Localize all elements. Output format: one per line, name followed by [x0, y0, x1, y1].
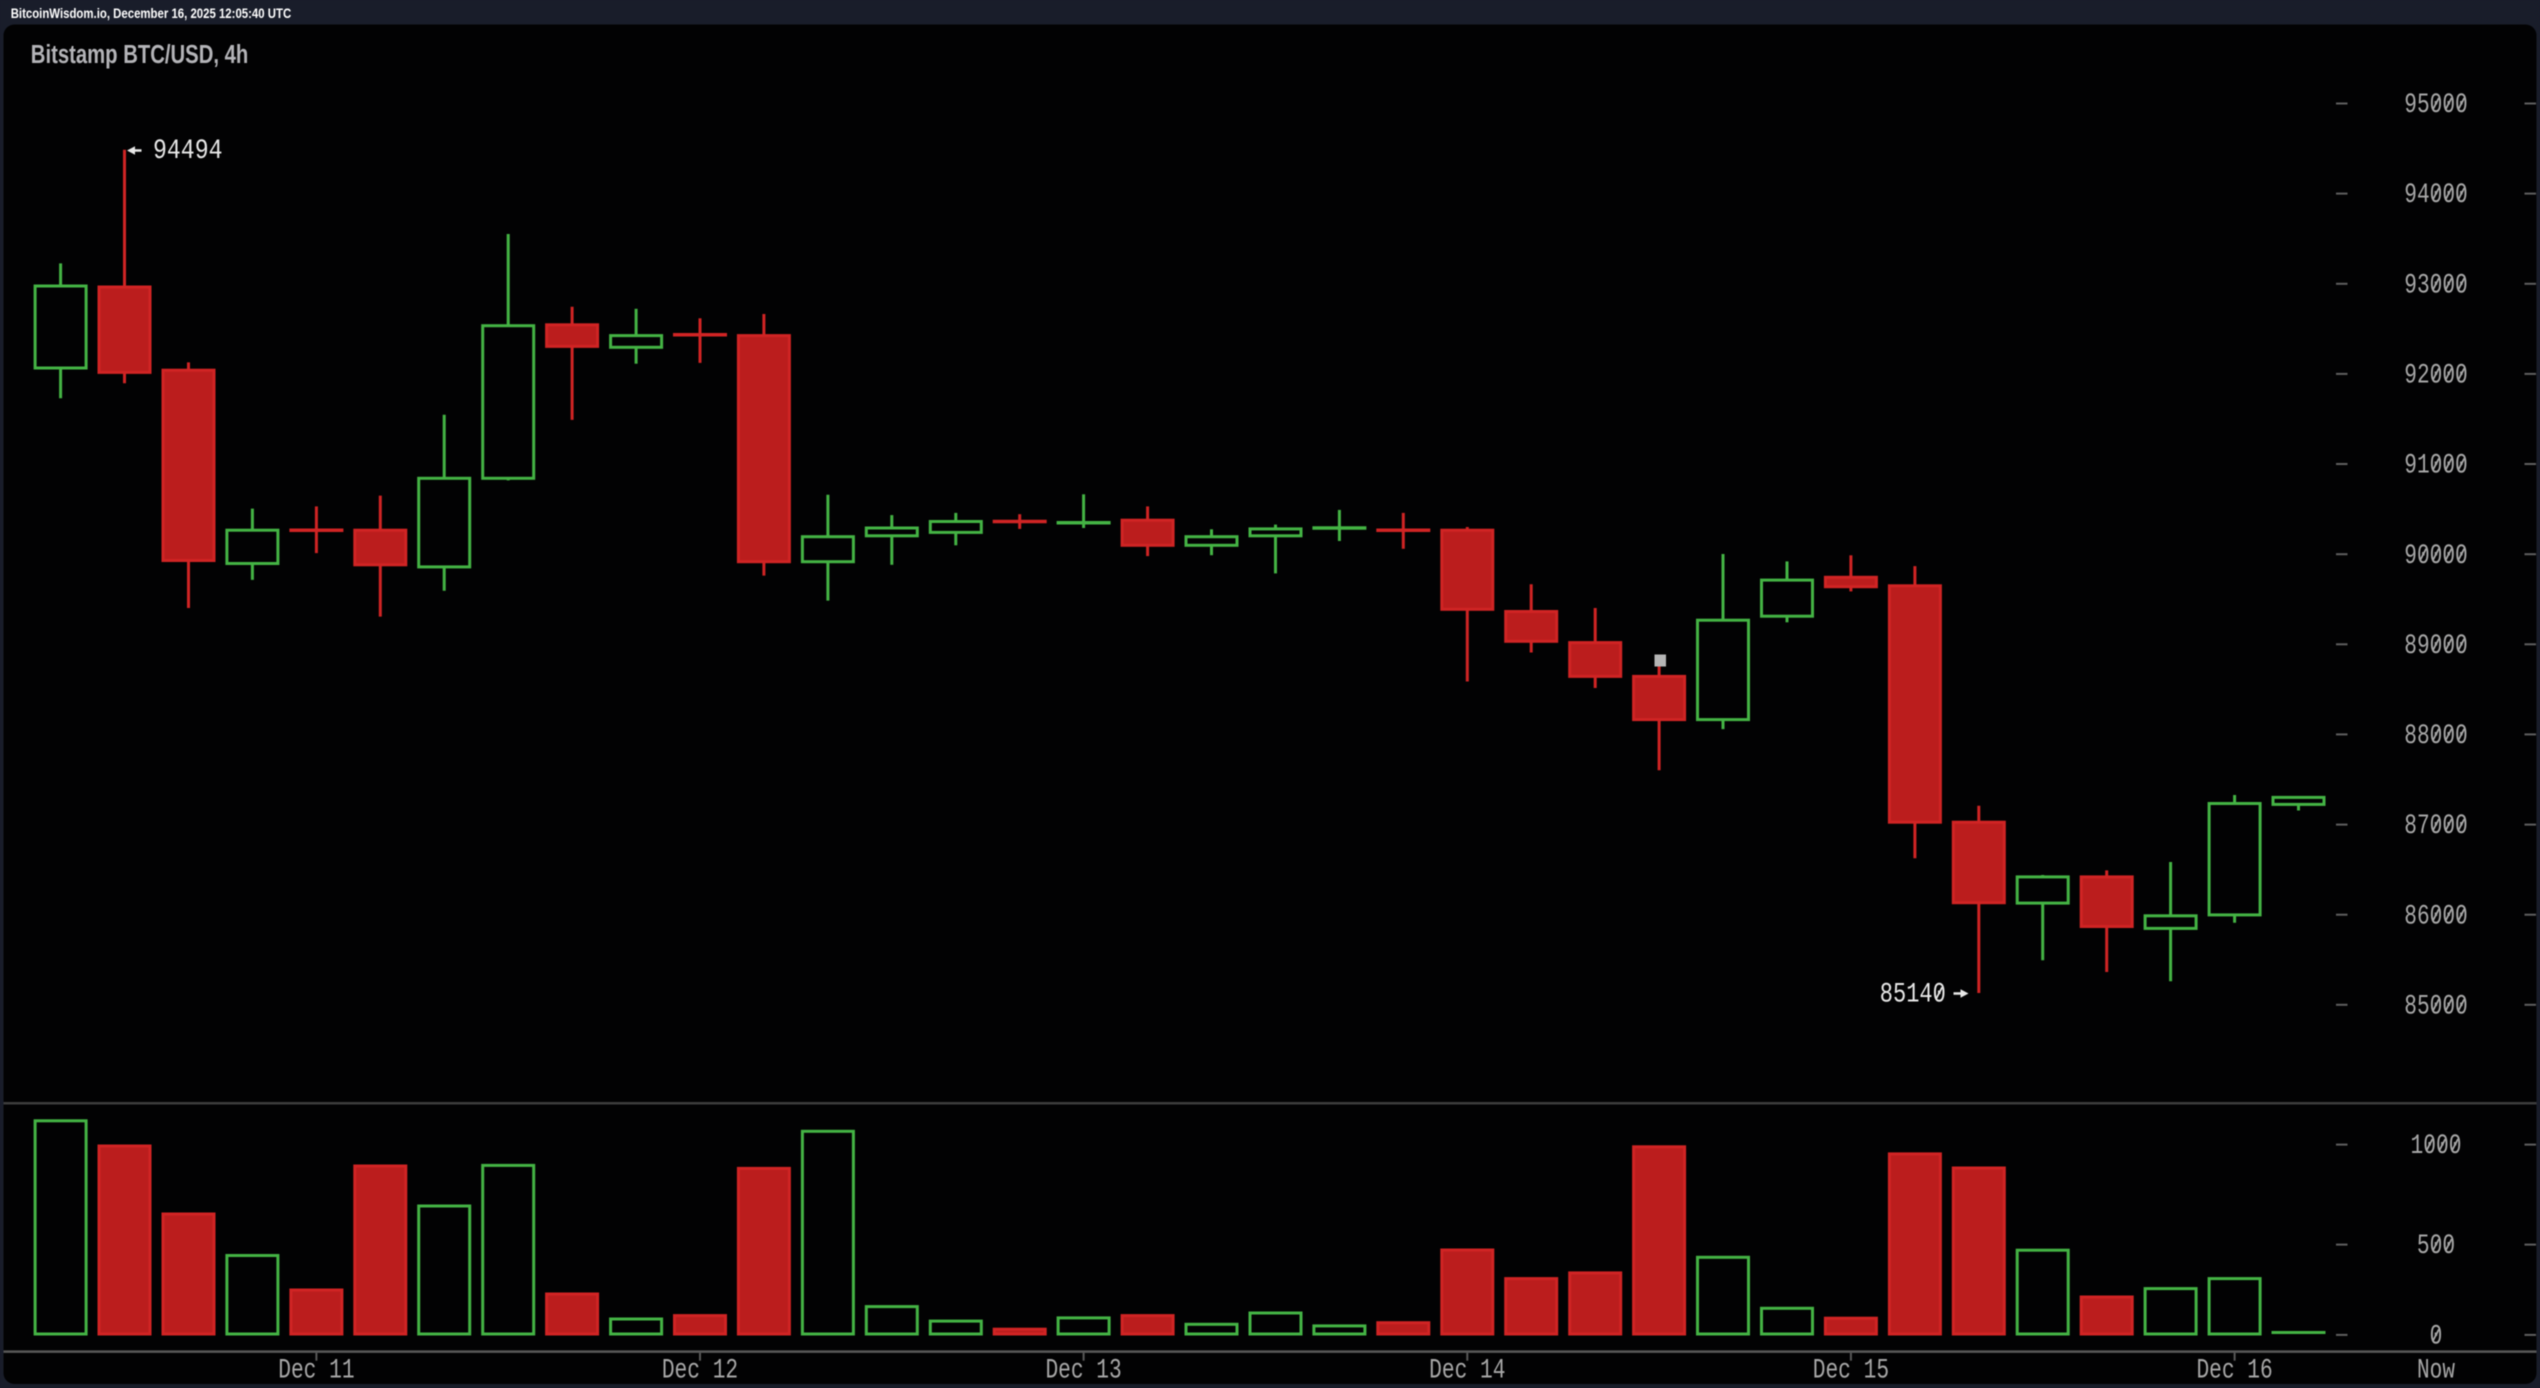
svg-text:92000: 92000 [2404, 361, 2468, 392]
svg-text:89000: 89000 [2404, 631, 2468, 662]
svg-text:85000: 85000 [2404, 991, 2468, 1022]
svg-text:Dec 15: Dec 15 [1813, 1356, 1889, 1387]
svg-text:87000: 87000 [2404, 811, 2468, 842]
svg-text:Now: Now [2417, 1356, 2455, 1387]
svg-text:500: 500 [2417, 1231, 2455, 1262]
svg-text:95000: 95000 [2404, 90, 2468, 121]
svg-text:94000: 94000 [2404, 180, 2468, 211]
svg-text:93000: 93000 [2404, 270, 2468, 301]
svg-text:85140: 85140 [1880, 980, 1946, 1011]
svg-text:Dec 16: Dec 16 [2196, 1356, 2272, 1387]
svg-text:Dec 14: Dec 14 [1429, 1356, 1505, 1387]
svg-text:Dec 12: Dec 12 [662, 1356, 738, 1387]
svg-text:86000: 86000 [2404, 901, 2468, 932]
svg-text:Dec 13: Dec 13 [1045, 1356, 1121, 1387]
svg-text:94494: 94494 [153, 136, 223, 167]
svg-text:Dec 11: Dec 11 [278, 1356, 354, 1387]
svg-text:0: 0 [2430, 1322, 2443, 1353]
svg-text:Bitstamp BTC/USD, 4h: Bitstamp BTC/USD, 4h [31, 41, 249, 69]
svg-text:91000: 91000 [2404, 451, 2468, 482]
svg-text:88000: 88000 [2404, 721, 2468, 752]
svg-text:BitcoinWisdom.io, December 16,: BitcoinWisdom.io, December 16, 2025 12:0… [11, 5, 292, 21]
svg-text:90000: 90000 [2404, 541, 2468, 572]
